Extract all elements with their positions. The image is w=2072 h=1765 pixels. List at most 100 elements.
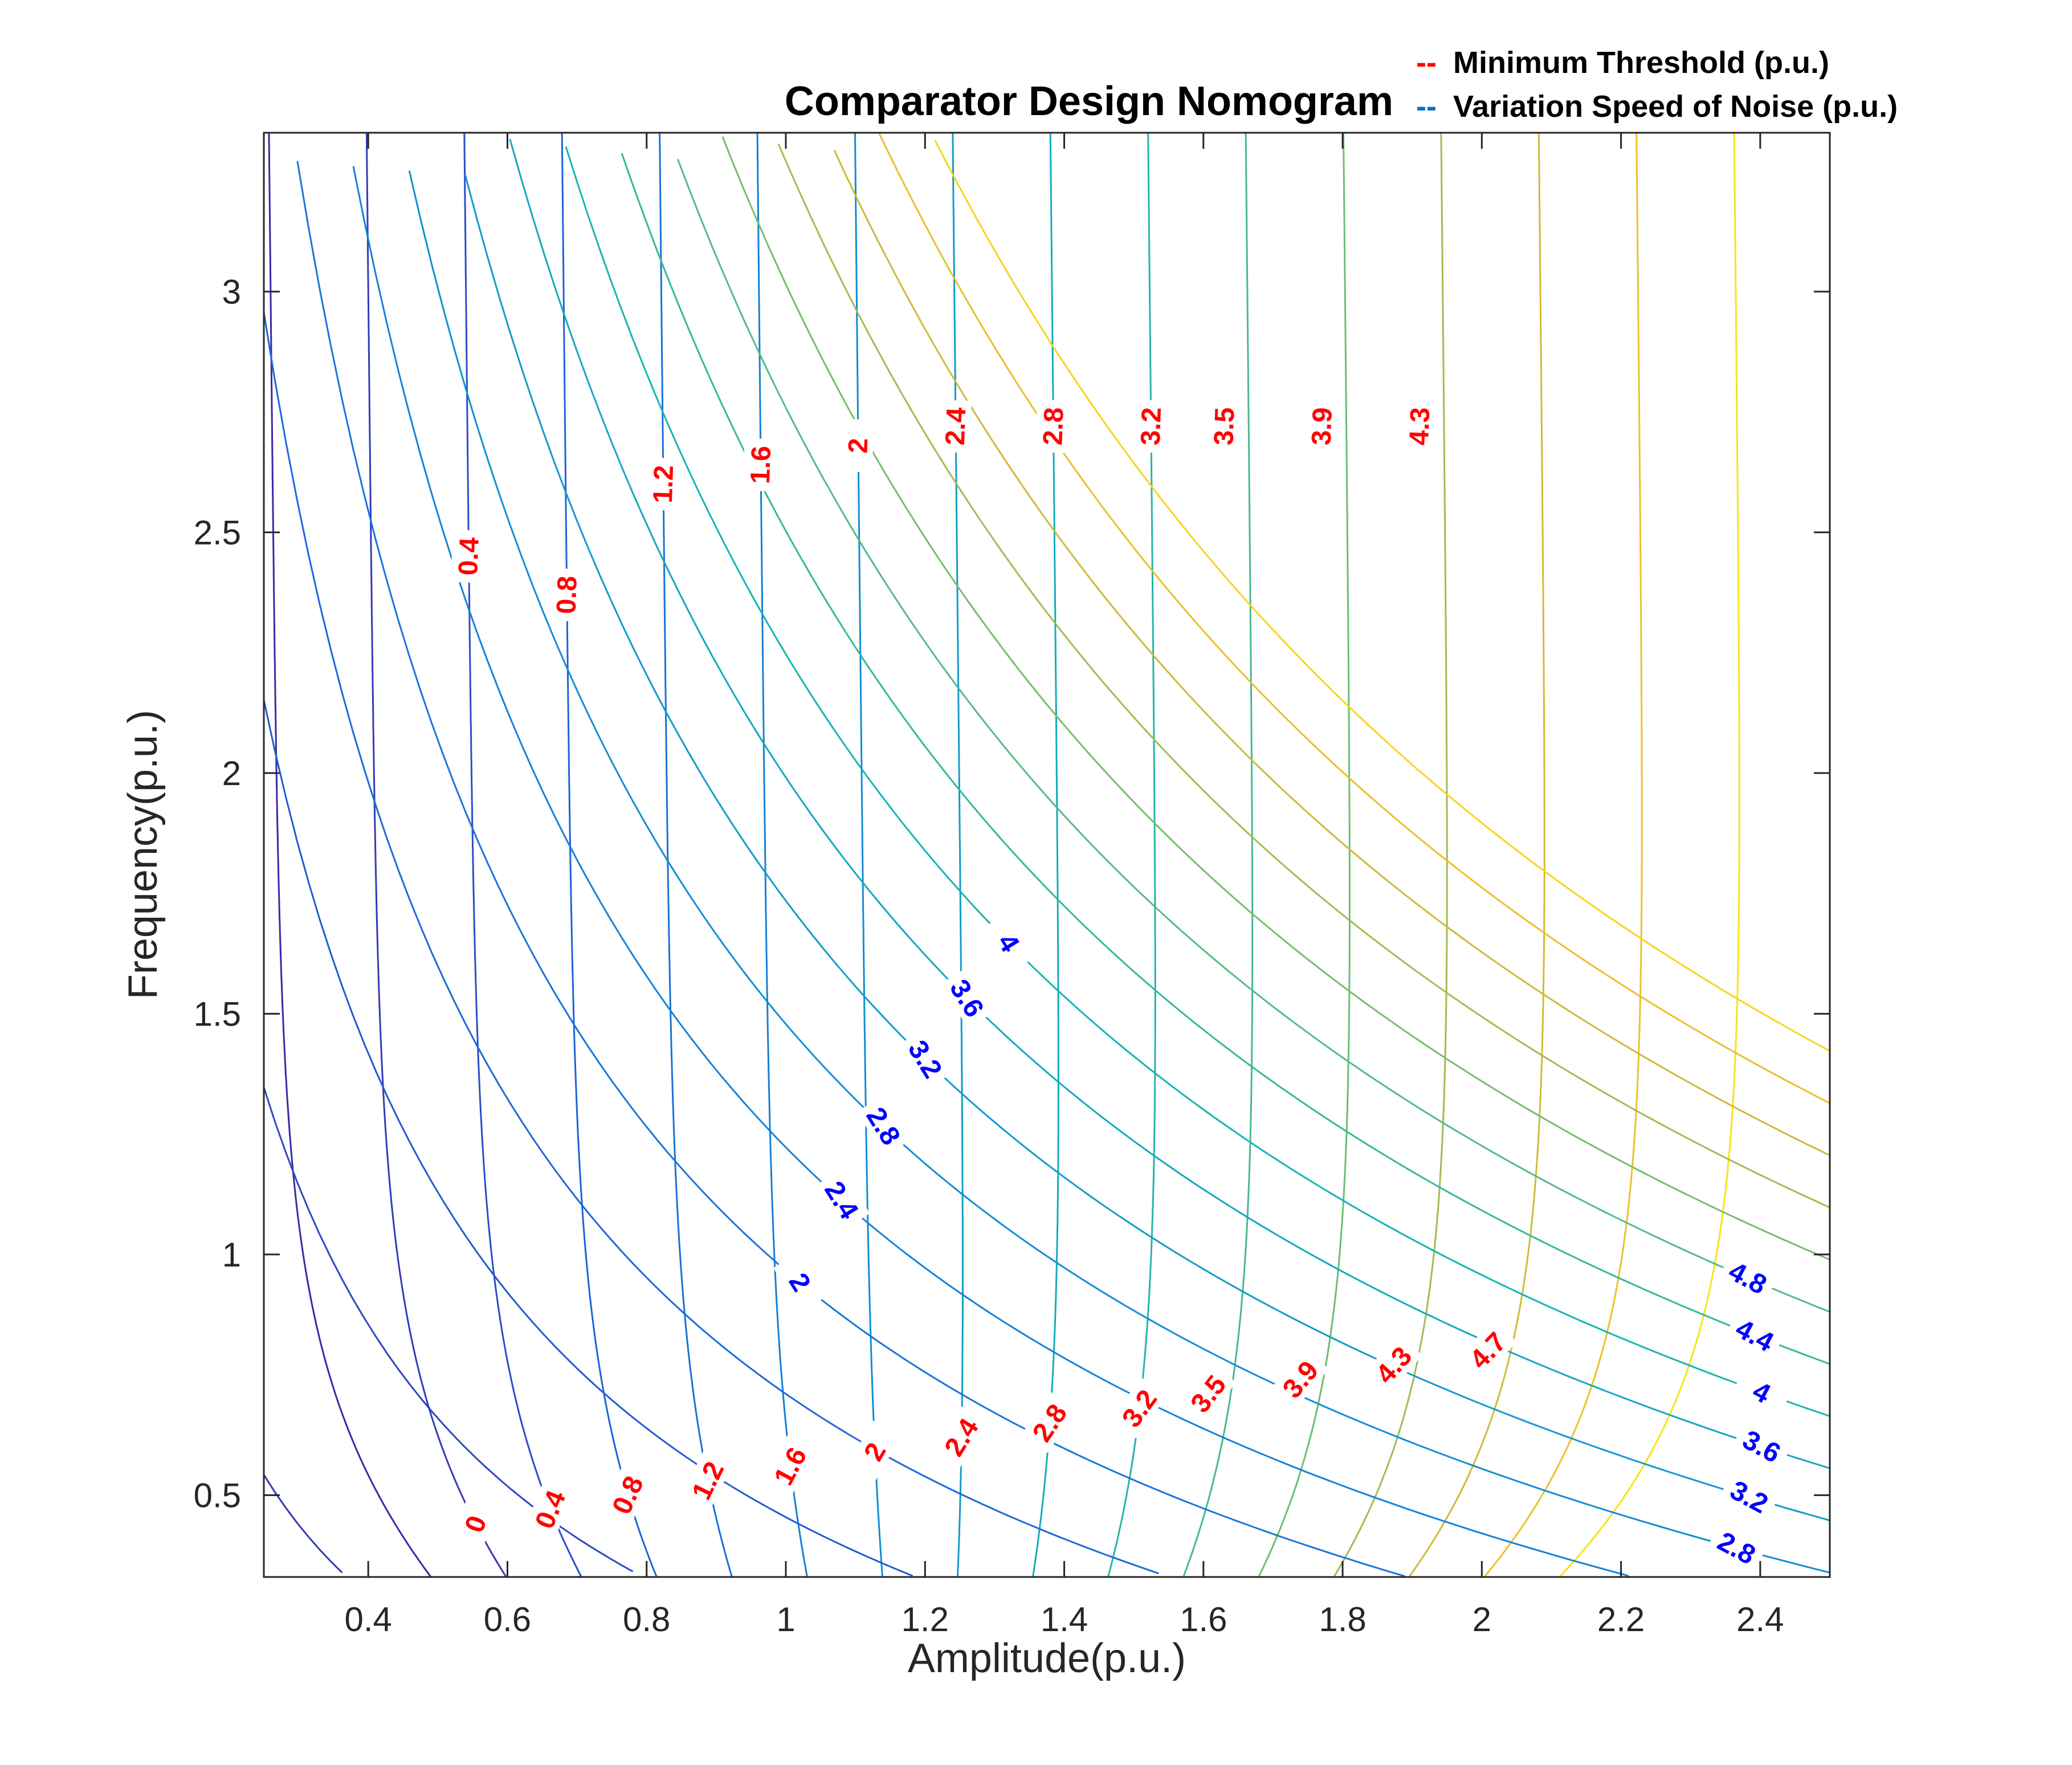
contour-label-bg — [524, 1478, 574, 1540]
contour-label-text: 4.3 — [1404, 407, 1435, 446]
contour-label-bg — [601, 1464, 652, 1525]
noise-contour — [263, 700, 913, 1577]
contour-label: 1.2 — [645, 457, 679, 511]
contour-label: 2 — [840, 419, 874, 473]
contour-label: 4.3 — [1401, 399, 1435, 453]
contour-label: 4 — [982, 911, 1037, 973]
contour-label-bg — [1706, 1521, 1768, 1574]
contour-label-bg — [1457, 1319, 1517, 1380]
contour-label-text: 3.2 — [1136, 407, 1167, 446]
threshold-contour — [463, 132, 582, 1578]
x-tick-label: 1.2 — [902, 1600, 949, 1639]
threshold-contour — [1333, 132, 1448, 1578]
legend-label-noise: Variation Speed of Noise (p.u.) — [1453, 89, 1898, 124]
contour-label-bg — [940, 967, 996, 1029]
noise-contour — [565, 146, 1830, 1417]
threshold-contour — [1408, 132, 1545, 1578]
threshold-contour — [659, 132, 733, 1578]
x-tick-label: 0.4 — [344, 1600, 391, 1639]
threshold-contour — [1559, 132, 1740, 1578]
noise-contour — [408, 170, 1830, 1574]
x-tick-label: 2 — [1473, 1600, 1491, 1639]
x-axis-label: Amplitude(p.u.) — [908, 1636, 1186, 1681]
threshold-contour — [561, 132, 658, 1578]
contour-label-bg — [645, 457, 679, 511]
noise-contour — [352, 166, 1629, 1577]
contour-label: 0 — [450, 1493, 499, 1554]
noise-contour — [509, 138, 1830, 1469]
y-tick-label: 3 — [222, 273, 241, 311]
threshold-contour — [756, 132, 808, 1578]
contour-label-text: 0.4 — [453, 537, 484, 576]
contour-label-bg — [1270, 1348, 1329, 1409]
contour-label-bg — [815, 1169, 870, 1231]
threshold-contour — [365, 132, 507, 1578]
contour-label-bg — [1133, 399, 1167, 453]
noise-contour — [296, 161, 1405, 1578]
contour-label-bg — [840, 419, 874, 473]
x-tick-label: 1 — [776, 1600, 795, 1639]
legend: -- Minimum Threshold (p.u.) -- Variation… — [1416, 46, 1898, 124]
contour-label-bg — [763, 1435, 816, 1497]
contour-label-bg — [847, 1420, 902, 1482]
contour-label-text: 2.8 — [1038, 407, 1069, 446]
contour-label: 2 — [773, 1251, 829, 1313]
x-tick-label: 2.4 — [1736, 1600, 1784, 1639]
contour-label-bg — [856, 1094, 912, 1157]
contour-label-text: 2.4 — [940, 407, 972, 446]
noise-contour — [934, 140, 1830, 1052]
contour-label-bg — [898, 1028, 954, 1089]
contour-label-text: 1.2 — [648, 465, 679, 504]
threshold-contour — [1032, 132, 1059, 1578]
contour-lines — [263, 132, 1830, 1578]
x-axis-ticks: 0.4 0.6 0.8 1 1.2 1.4 1.6 1.8 2 2.2 2.4 — [344, 133, 1784, 1639]
contour-label: 2 — [847, 1420, 902, 1482]
threshold-contour — [1483, 132, 1643, 1578]
x-tick-label: 1.8 — [1319, 1600, 1366, 1639]
contour-label-bg — [1021, 1391, 1077, 1453]
x-tick-label: 1.4 — [1041, 1600, 1088, 1639]
threshold-contour — [1107, 132, 1156, 1578]
contour-label-text: 0.8 — [552, 575, 583, 615]
contour-label: 3.2 — [1133, 399, 1167, 453]
contour-label-text: 3.5 — [1209, 407, 1240, 446]
contour-label: 2.8 — [1035, 399, 1070, 453]
legend-label-threshold: Minimum Threshold (p.u.) — [1453, 46, 1829, 80]
contour-label-bg — [1304, 399, 1338, 453]
contour-label-bg — [743, 438, 777, 492]
x-tick-label: 1.6 — [1180, 1600, 1227, 1639]
noise-contour — [621, 153, 1830, 1365]
y-tick-label: 1 — [222, 1236, 241, 1274]
contour-label-bg — [681, 1449, 733, 1511]
legend-marker-threshold: -- — [1416, 46, 1437, 80]
contour-label-bg — [451, 529, 485, 583]
contour-label-bg — [1035, 399, 1070, 453]
contour-label-bg — [1178, 1363, 1237, 1424]
contour-label: 3.5 — [1206, 399, 1241, 453]
x-tick-label: 0.8 — [623, 1600, 670, 1639]
noise-contour — [263, 312, 1159, 1575]
noise-contour — [464, 174, 1830, 1522]
contour-label: 3.9 — [1304, 399, 1338, 453]
y-axis-ticks: 0.5 1 1.5 2 2.5 3 — [194, 273, 1830, 1514]
contour-label-bg — [1363, 1334, 1423, 1395]
threshold-contour — [268, 132, 432, 1578]
contour-label: 4 — [1731, 1364, 1793, 1418]
threshold-contour — [1182, 132, 1254, 1578]
y-axis-label: Frequency(p.u.) — [120, 710, 166, 999]
x-tick-label: 0.6 — [484, 1600, 531, 1639]
contour-label-bg — [937, 399, 972, 453]
contour-label-bg — [549, 568, 583, 622]
contour-label-bg — [1731, 1364, 1793, 1418]
contour-label-bg — [1401, 399, 1435, 453]
contour-label-bg — [1206, 399, 1240, 453]
contour-label-bg — [982, 911, 1037, 973]
contour-label-bg — [773, 1251, 829, 1313]
contour-label: 0.4 — [451, 529, 485, 583]
chart-title: Comparator Design Nomogram — [785, 79, 1393, 124]
plot-frame — [263, 132, 1831, 1578]
contour-label-bg — [1731, 1419, 1793, 1472]
contour-label-bg — [1719, 1469, 1780, 1523]
y-tick-label: 1.5 — [194, 995, 241, 1033]
